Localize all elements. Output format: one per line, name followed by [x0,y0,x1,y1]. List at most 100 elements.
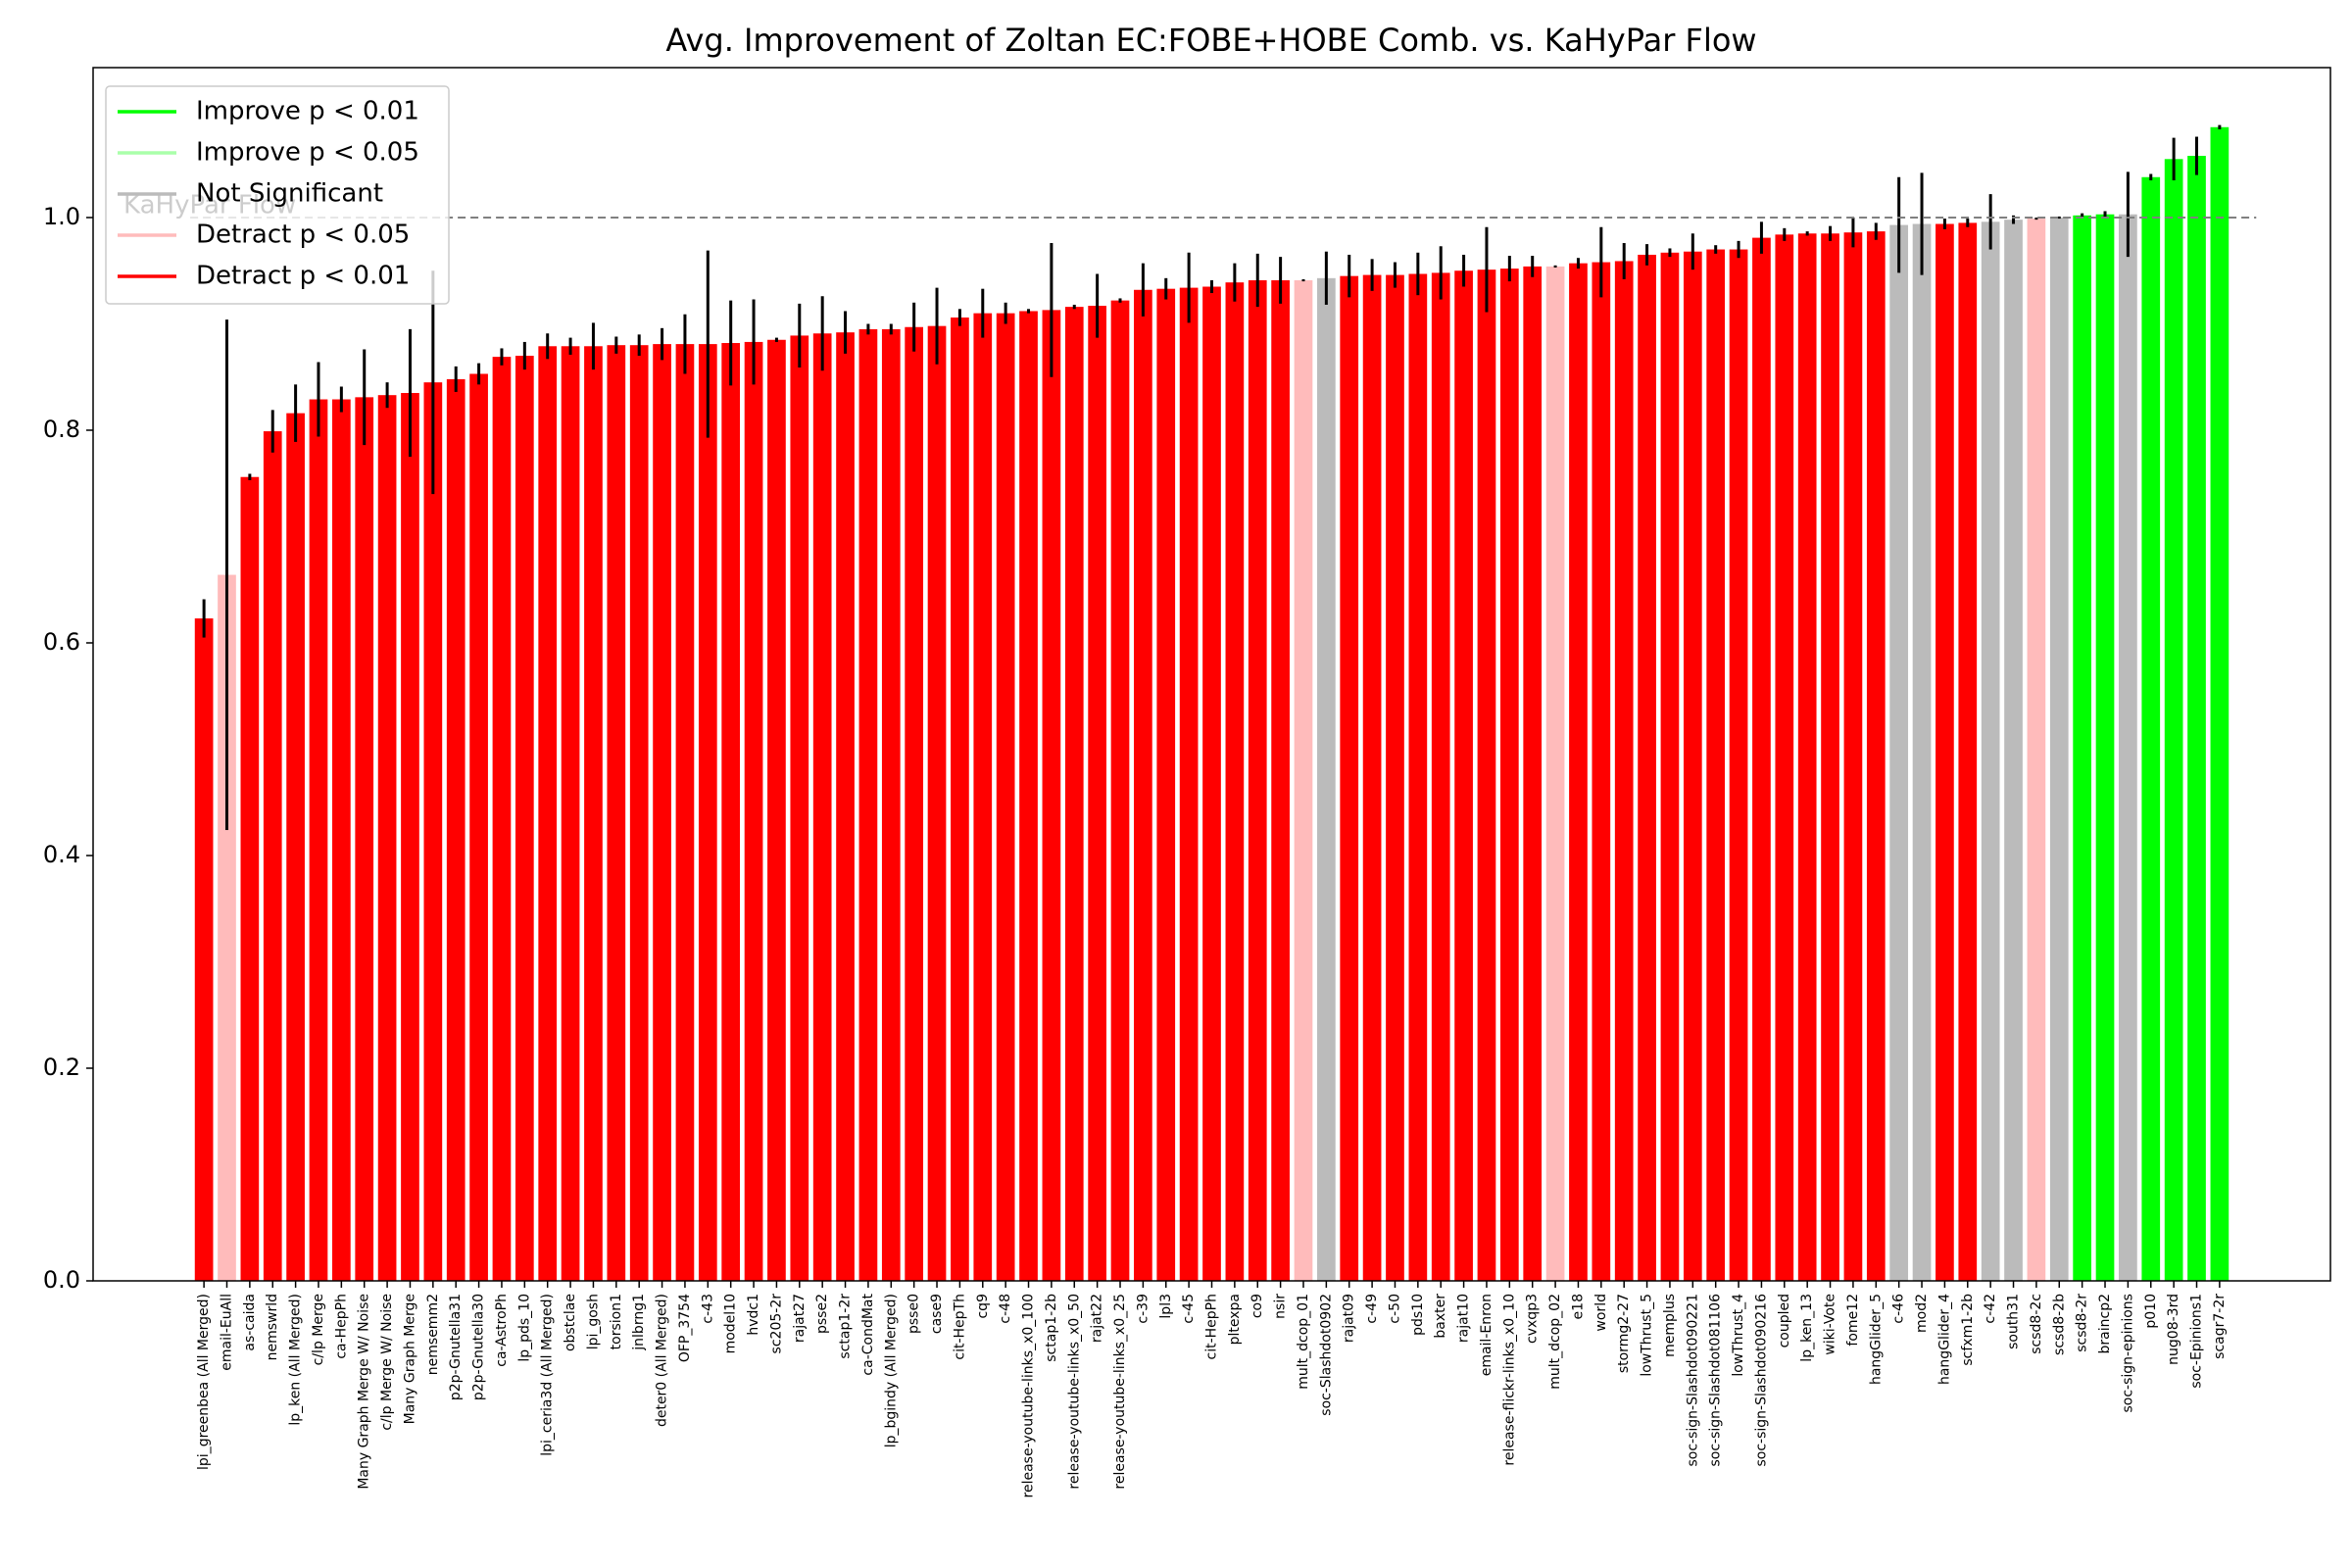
bar [584,346,603,1281]
x-tick-label: south31 [2006,1294,2022,1349]
x-tick-label: lpi_ceria3d (All Merged) [540,1294,556,1456]
x-tick-label: deter0 (All Merged) [655,1294,670,1427]
x-tick-label: cvxqp3 [1525,1294,1541,1344]
bar [858,328,878,1282]
bar [1408,273,1428,1281]
legend-label: Not Significant [196,179,383,209]
y-tick-label: 0.8 [43,416,80,443]
x-tick-label: lowThrust_4 [1731,1294,1746,1377]
x-tick-label: hangGlider_5 [1868,1294,1884,1385]
bar [1638,254,1656,1282]
bar [1843,232,1863,1282]
bar [629,345,649,1281]
bar [423,382,443,1281]
x-tick-label: rajat10 [1456,1294,1472,1343]
x-tick-label: mod2 [1914,1294,1930,1333]
bar [263,431,282,1282]
x-tick-label: c-43 [700,1294,715,1324]
x-tick-label: nsir [1273,1294,1289,1319]
x-tick-label: release-youtube-links_x0_25 [1112,1294,1128,1490]
x-tick-label: c-46 [1891,1294,1907,1324]
x-tick-label: braincp2 [2097,1294,2113,1353]
x-tick-label: lp_ken (All Merged) [288,1294,304,1426]
bar [1592,262,1611,1282]
bar [2073,215,2091,1281]
bar [194,618,214,1281]
bar [332,399,351,1281]
x-tick-label: lp_pds_10 [516,1294,532,1362]
x-tick-label: sc205-2r [768,1294,784,1354]
x-tick-label: as-caida [242,1294,258,1351]
x-tick-label: scsd8-2b [2051,1294,2067,1355]
bar [1340,275,1359,1281]
x-tick-label: cq9 [975,1294,991,1319]
x-tick-label: stormg2-27 [1616,1294,1632,1373]
bar [1499,269,1519,1281]
x-tick-label: lpl3 [1158,1294,1174,1319]
x-tick-label: mult_dcop_01 [1296,1294,1311,1390]
bar [1454,270,1473,1281]
x-tick-label: sctap1-2b [1044,1294,1059,1362]
bar [401,393,419,1281]
bar [1362,274,1382,1281]
bar [1156,288,1176,1281]
x-tick-label: wiki-Vote [1823,1294,1838,1355]
bar [240,476,260,1281]
bar [653,344,671,1282]
x-tick-label: lp_bgindy (All Merged) [883,1294,899,1447]
bar [1477,270,1496,1282]
x-tick-label: pds10 [1410,1294,1426,1336]
bar [698,344,717,1282]
x-tick-label: release-youtube-links_x0_100 [1021,1294,1037,1497]
bar [2004,220,2023,1282]
x-tick-label: memplus [1662,1294,1678,1357]
bar [538,346,558,1281]
bar [2027,219,2046,1281]
x-tick-label: c-49 [1364,1294,1380,1324]
x-tick-label: soc-sign-epinions [2120,1294,2135,1413]
x-tick-label: cit-HepPh [1204,1294,1220,1359]
bar [561,346,580,1281]
legend-label: Improve p < 0.05 [196,138,419,168]
bar [1431,272,1450,1282]
x-tick-label: psse0 [906,1294,922,1334]
x-tick-label: soc-sign-Slashdot090221 [1685,1294,1700,1467]
x-tick-label: lowThrust_5 [1640,1294,1655,1377]
y-tick-label: 0.2 [43,1054,80,1081]
bar [2141,176,2161,1281]
x-tick-label: world [1593,1294,1609,1332]
x-tick-label: release-youtube-links_x0_50 [1066,1294,1082,1490]
x-tick-label: ca-HepPh [333,1294,349,1359]
x-tick-label: rajat22 [1090,1294,1105,1343]
bar [973,313,993,1281]
x-tick-label: lpi_greenbea (All Merged) [196,1294,212,1470]
bar [1775,234,1794,1282]
x-tick-label: mult_dcop_02 [1547,1294,1563,1390]
x-tick-label: c-39 [1135,1294,1151,1324]
x-tick-label: scsd8-2c [2029,1294,2044,1354]
x-tick-label: c/lp Merge W/ Noise [379,1294,395,1431]
bar [996,313,1015,1281]
bar [377,395,397,1281]
x-tick-label: c-45 [1181,1294,1197,1324]
bar [355,397,374,1281]
bar [1821,233,1839,1281]
x-tick-label: baxter [1433,1294,1448,1339]
bar [1225,282,1245,1281]
bar [1912,223,1932,1281]
x-tick-label: Many Graph Merge W/ Noise [357,1294,372,1490]
bar [1797,233,1817,1281]
bar [951,317,969,1281]
bar [1866,231,1886,1281]
y-tick-label: 0.6 [43,628,80,656]
bar [2049,217,2069,1282]
bar [1134,289,1152,1281]
bar [469,373,488,1282]
bar [721,343,741,1281]
x-tick-label: p2p-Gnutella30 [471,1294,487,1400]
bar [836,332,855,1281]
bar [1088,306,1106,1281]
chart-title: Avg. Improvement of Zoltan EC:FOBE+HOBE … [665,22,1756,59]
x-tick-label: p010 [2143,1294,2159,1329]
